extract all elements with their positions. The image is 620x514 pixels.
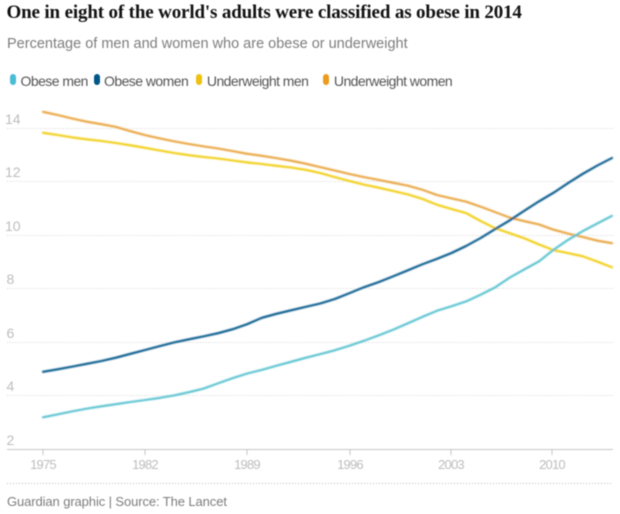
svg-text:1982: 1982 (132, 457, 158, 472)
svg-text:14: 14 (5, 111, 21, 127)
svg-text:4: 4 (7, 378, 15, 394)
svg-text:2010: 2010 (539, 457, 565, 472)
svg-text:1989: 1989 (234, 457, 260, 472)
svg-text:1996: 1996 (337, 457, 363, 472)
svg-text:2: 2 (7, 432, 15, 448)
svg-text:2003: 2003 (438, 457, 464, 472)
svg-text:12: 12 (5, 164, 21, 180)
svg-text:10: 10 (5, 218, 21, 234)
svg-text:8: 8 (7, 271, 15, 287)
svg-text:1975: 1975 (30, 457, 56, 472)
svg-text:6: 6 (7, 325, 15, 341)
